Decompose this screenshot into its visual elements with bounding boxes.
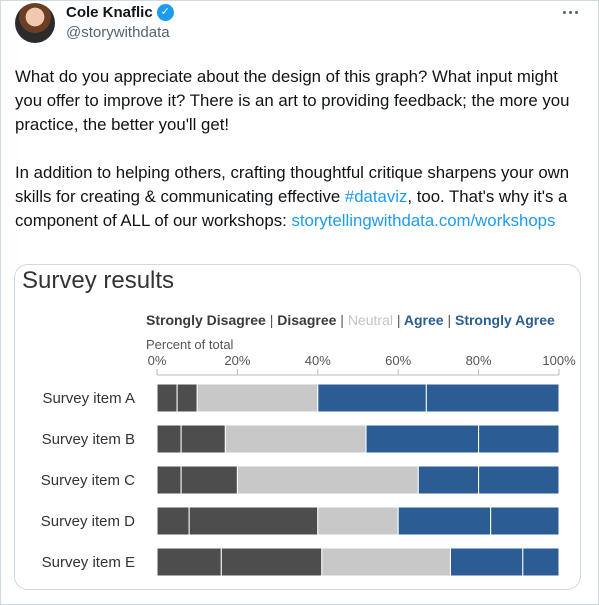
bar-segment-strongly-disagree (156, 547, 222, 577)
bar-segment-neutral (196, 383, 319, 413)
tweet-text: What do you appreciate about the design … (15, 65, 575, 233)
x-tick-label: 80% (466, 353, 492, 368)
bar-segment-disagree (220, 547, 323, 577)
legend-separator: | (340, 312, 344, 328)
x-tick-label: 20% (224, 353, 250, 368)
workshops-link[interactable]: storytellingwithdata.com/workshops (291, 211, 556, 230)
bar-segment-agree (449, 547, 524, 577)
legend-disagree: Disagree (277, 312, 337, 328)
category-label: Survey item D (41, 513, 135, 530)
bar-segment-agree (317, 383, 427, 413)
bar-segment-strongly-agree (478, 465, 560, 495)
tweet-paragraph-2: In addition to helping others, crafting … (15, 161, 575, 233)
bar-segment-strongly-agree (490, 506, 560, 536)
author-name-row: Cole Knaflic ✓ (66, 4, 174, 21)
author-handle[interactable]: @storywithdata (66, 24, 170, 41)
legend-strongly-agree: Strongly Agree (454, 312, 555, 328)
legend-agree: Agree (403, 312, 444, 328)
author-avatar[interactable] (15, 3, 55, 43)
bar-segment-strongly-disagree (156, 506, 190, 536)
bar-segment-strongly-agree (425, 383, 560, 413)
tweet-text-segment: , too. That's why it's a component of AL… (15, 187, 568, 230)
chart-title: Survey results (22, 267, 175, 294)
x-tick-label: 60% (385, 353, 411, 368)
chart-image-card[interactable]: Survey results Strongly Disagree | Disag… (14, 264, 581, 590)
stacked-bar-chart: 0% 20% 40% 60% 80% 100% Survey item A Survey it… (41, 353, 576, 577)
legend-strongly-disagree: Strongly Disagree (146, 312, 266, 328)
bar-segment-strongly-disagree (156, 383, 178, 413)
bar-segment-agree (417, 465, 480, 495)
bar-segment-agree (365, 424, 480, 454)
tweet-paragraph-1: What do you appreciate about the design … (15, 67, 570, 134)
bar-segment-strongly-agree (522, 547, 560, 577)
bar-segment-neutral (224, 424, 367, 454)
bar-segment-strongly-disagree (156, 424, 182, 454)
more-options-icon[interactable] (559, 5, 581, 19)
chart-legend: Strongly Disagree | Disagree | Neutral |… (146, 312, 555, 328)
bar-segment-disagree (180, 465, 238, 495)
bar-segment-strongly-disagree (156, 465, 182, 495)
bar-segment-strongly-agree (478, 424, 560, 454)
tweet-text-segment: In addition to helping others, crafting … (15, 163, 570, 206)
verified-badge-icon: ✓ (156, 4, 174, 21)
legend-separator: | (447, 312, 452, 328)
x-axis-label: Percent of total (146, 337, 234, 352)
category-label: Survey item E (42, 554, 135, 571)
legend-neutral: Neutral (347, 312, 393, 328)
legend-separator: | (269, 312, 274, 328)
bar-segment-disagree (188, 506, 319, 536)
category-label: Survey item C (41, 472, 135, 489)
bar-segment-neutral (236, 465, 419, 495)
x-tick-label: 0% (148, 353, 167, 368)
category-label: Survey item B (42, 431, 135, 448)
x-tick-label: 100% (542, 353, 576, 368)
bar-segment-neutral (321, 547, 451, 577)
category-label: Survey item A (42, 390, 135, 407)
bar-segment-neutral (317, 506, 399, 536)
legend-separator: | (396, 312, 401, 328)
x-tick-label: 40% (305, 353, 331, 368)
bar-segment-agree (397, 506, 492, 536)
hashtag-link[interactable]: #dataviz (344, 187, 408, 206)
bar-segment-disagree (180, 424, 226, 454)
author-name[interactable]: Cole Knaflic (66, 4, 153, 21)
bar-segment-disagree (176, 383, 198, 413)
